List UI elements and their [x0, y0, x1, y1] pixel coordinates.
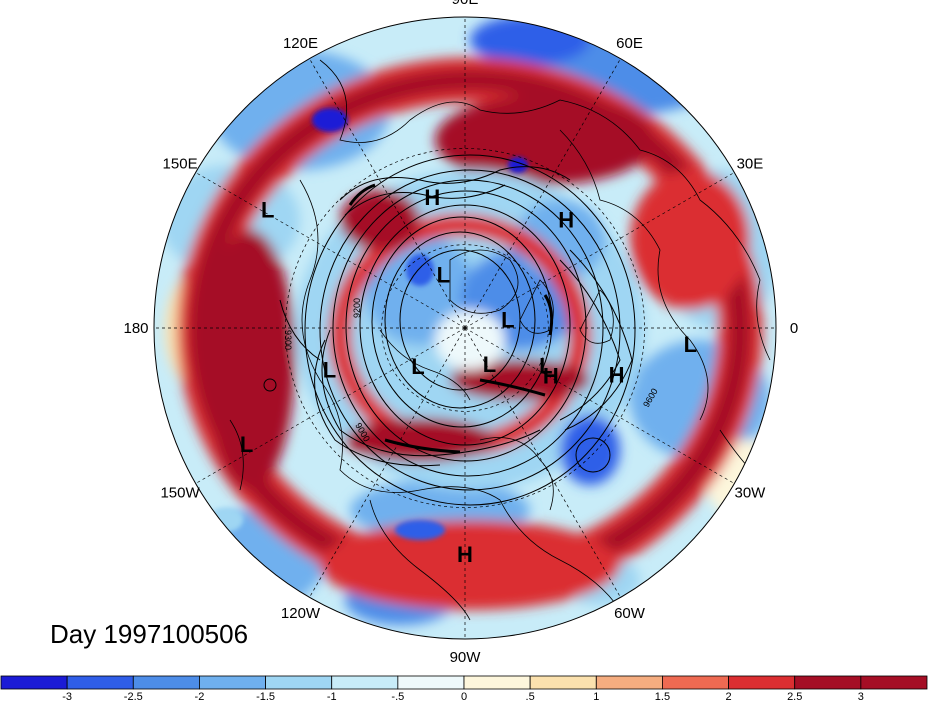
colorbar-tick-label: 3 — [858, 691, 864, 702]
colorbar-tick-label: -1.5 — [256, 691, 275, 702]
colorbar: -3 -2.5 -2 -1.5 -1 -.5 0 .5 1 1.5 2 2.5 3 — [0, 675, 928, 702]
colorbar-swatch — [397, 675, 465, 690]
colorbar-tick-label: .5 — [526, 691, 535, 702]
colorbar-tick-label: -.5 — [391, 691, 404, 702]
longitude-label: 150E — [163, 156, 198, 173]
low-pressure-label: L — [240, 432, 253, 457]
high-pressure-label: H — [609, 362, 625, 387]
colorbar-tick-label: 1.5 — [655, 691, 670, 702]
low-pressure-label: L — [437, 263, 450, 288]
low-pressure-label: L — [483, 352, 496, 377]
colorbar-swatch — [595, 675, 663, 690]
colorbar-tick-label: -1 — [327, 691, 337, 702]
low-pressure-label: L — [323, 357, 336, 382]
low-pressure-label: L — [411, 354, 424, 379]
date-title: Day 1997100506 — [50, 619, 249, 649]
longitude-label: 120E — [283, 35, 318, 52]
colorbar-swatch — [794, 675, 862, 690]
low-pressure-label: L — [539, 354, 552, 379]
latitude-circle — [285, 148, 645, 508]
colorbar-swatch — [0, 675, 68, 690]
longitude-label: 30E — [737, 156, 764, 173]
colorbar-swatch — [529, 675, 597, 690]
colorbar-swatch — [728, 675, 796, 690]
longitude-label: 0 — [790, 320, 798, 337]
bold-contours — [348, 183, 554, 454]
high-pressure-label: H — [558, 208, 574, 233]
colorbar-tick-label: -2 — [195, 691, 205, 702]
colorbar-swatch — [199, 675, 266, 690]
colorbar-swatch — [662, 675, 729, 690]
low-pressure-label: L — [684, 332, 697, 357]
meridian-line — [464, 58, 621, 329]
meridian-line — [309, 58, 466, 329]
high-pressure-label: H — [424, 185, 440, 210]
graticule — [154, 17, 776, 639]
longitude-label: 180 — [123, 320, 148, 337]
colorbar-tick-label: 1 — [593, 691, 599, 702]
longitude-label: 120W — [281, 605, 321, 622]
colorbar-tick-label: -3 — [62, 691, 72, 702]
low-pressure-label: L — [261, 197, 274, 222]
longitude-label: 90W — [450, 649, 482, 666]
colorbar-swatch — [132, 675, 200, 690]
contour-label: 9300 — [283, 330, 293, 350]
colorbar-swatch — [463, 675, 531, 690]
high-pressure-label: H — [457, 542, 473, 567]
colorbar-swatch — [66, 675, 134, 690]
longitude-label: 60E — [616, 35, 643, 52]
longitude-label: 30W — [735, 485, 767, 502]
meridian-line — [195, 172, 466, 329]
meridian-line — [195, 327, 466, 484]
contour-label: 9200 — [352, 298, 362, 318]
high-pressure-label: H — [543, 364, 559, 389]
colorbar-tick-label: 2 — [726, 691, 732, 702]
meridian-line — [464, 172, 735, 329]
colorbar-tick-label: -2.5 — [124, 691, 143, 702]
meridian-line — [464, 327, 735, 484]
coastlines — [229, 59, 771, 621]
low-pressure-label: L — [501, 308, 514, 333]
latitude-circle — [381, 244, 549, 412]
colorbar-tick-label: 0 — [461, 691, 467, 702]
longitude-labels: 90E 60E 30E 0 30W 60W 90W 120W 150W 180 150E 120E — [123, 0, 798, 666]
colorbar-swatch — [265, 675, 333, 690]
colorbar-swatch — [331, 675, 399, 690]
longitude-label: 60W — [614, 605, 646, 622]
colorbar-swatch — [860, 675, 928, 690]
colorbar-tick-label: 2.5 — [787, 691, 802, 702]
meridian-line — [464, 327, 621, 598]
longitude-label: 90E — [452, 0, 479, 8]
map-border — [153, 16, 777, 640]
longitude-label: 150W — [160, 485, 200, 502]
meridian-line — [309, 327, 466, 598]
